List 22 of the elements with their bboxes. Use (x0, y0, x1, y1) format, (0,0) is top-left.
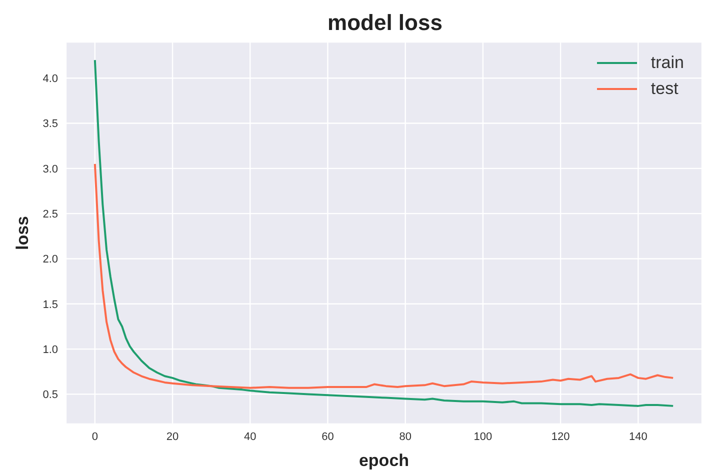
x-tick-label: 120 (551, 430, 570, 443)
y-tick-label: 0.5 (42, 389, 58, 402)
legend-label: train (650, 53, 684, 73)
y-tick-label: 3.5 (42, 118, 58, 130)
y-tick-label: 1.0 (42, 344, 58, 356)
x-tick-label: 40 (244, 430, 256, 443)
y-tick-label: 2.0 (42, 254, 58, 266)
y-axis-title: loss (13, 216, 32, 250)
y-tick-label: 1.5 (42, 298, 58, 311)
x-tick-label: 0 (92, 430, 98, 443)
x-tick-label: 140 (628, 430, 648, 443)
x-tick-label: 20 (166, 430, 179, 443)
line-series (94, 162, 674, 389)
x-axis-title: epoch (358, 451, 410, 470)
y-tick-label: 3.0 (42, 163, 58, 176)
y-tick-label: 2.5 (42, 208, 58, 220)
y-tick-label: 4.0 (42, 73, 58, 86)
x-tick-label: 60 (322, 430, 334, 443)
legend-label: test (650, 79, 678, 99)
x-tick-label: 80 (399, 430, 412, 443)
x-tick-label: 100 (474, 430, 492, 443)
chart-title: model loss (326, 10, 444, 36)
